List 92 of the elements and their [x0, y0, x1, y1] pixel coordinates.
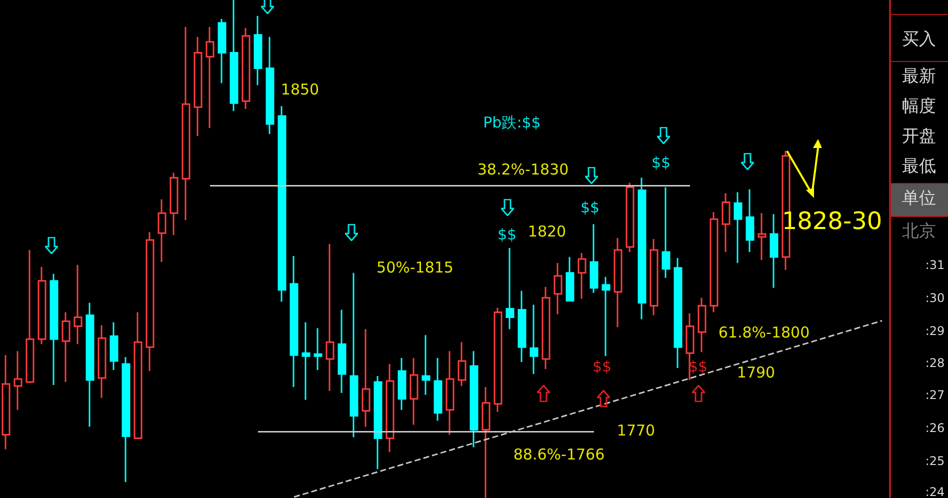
- annotation: 1790: [736, 364, 776, 382]
- text: 幅度: [902, 96, 936, 116]
- candlestick: [278, 105, 286, 303]
- candlestick: [602, 276, 610, 357]
- candlestick: [530, 304, 538, 375]
- candlestick: [734, 191, 742, 264]
- candlestick: [446, 350, 454, 436]
- candlestick: [14, 350, 22, 411]
- candlestick: [62, 311, 70, 383]
- annotation: 88.6%-1766: [513, 446, 605, 464]
- annotation: $$: [497, 226, 517, 244]
- annotation: 1850: [280, 80, 320, 98]
- candlestick: [422, 334, 430, 396]
- candlestick: [26, 249, 34, 384]
- candlestick: [194, 36, 202, 137]
- candlestick: [290, 255, 298, 388]
- candlestick: [254, 15, 262, 86]
- candlestick: [146, 231, 154, 372]
- text: :27: [925, 388, 945, 402]
- annotation: $$: [651, 154, 671, 172]
- annotation: 50%-1815: [376, 258, 454, 276]
- candlestick: [614, 237, 622, 328]
- candlestick: [362, 328, 370, 428]
- candlestick: [302, 321, 310, 401]
- text: 最低: [902, 156, 936, 176]
- candlestick: [74, 264, 82, 345]
- candlestick: [158, 198, 166, 263]
- candlestick: [626, 182, 634, 253]
- text: 买入: [902, 30, 936, 50]
- candlestick: [542, 286, 550, 370]
- candlestick: [650, 238, 658, 316]
- candlestick: [710, 211, 718, 313]
- candlestick: [98, 324, 106, 399]
- candlestick: [758, 212, 766, 261]
- candlestick: [518, 290, 526, 363]
- candlestick: [338, 309, 346, 394]
- candlestick: [578, 252, 586, 300]
- candlestick: [458, 341, 466, 387]
- annotation: 1820: [528, 222, 566, 240]
- candlestick: [374, 375, 382, 470]
- candlestick: [410, 357, 418, 426]
- candlestick: [314, 327, 322, 371]
- candlestick: [182, 26, 190, 221]
- candlestick: [38, 266, 46, 345]
- candlestick: [470, 350, 478, 448]
- candlestick: [674, 257, 682, 369]
- candlestick: [386, 363, 394, 453]
- candlestick: [746, 188, 754, 253]
- annotation: 1770: [616, 422, 656, 440]
- candlestick: [326, 243, 334, 392]
- candlestick: [350, 272, 358, 438]
- candlestick: [170, 172, 178, 236]
- text: :28: [925, 356, 945, 370]
- candlestick: [242, 27, 250, 110]
- candlestick: [122, 356, 130, 483]
- candlestick: [506, 247, 514, 330]
- candlestick: [590, 223, 598, 294]
- candlestick: [134, 311, 142, 439]
- candlestick: [398, 357, 406, 411]
- candlestick: [110, 321, 118, 371]
- candlestick: [482, 386, 490, 498]
- text: :25: [925, 454, 945, 468]
- annotation: $$: [592, 358, 612, 376]
- text: 开盘: [902, 126, 936, 146]
- candlestick: [206, 26, 214, 129]
- candlestick: [770, 213, 778, 289]
- annotation: 38.2%-1830: [477, 160, 569, 178]
- candlestick: [434, 357, 442, 422]
- text: :29: [925, 324, 945, 338]
- candlestick: [218, 18, 226, 84]
- candlestick: [638, 177, 646, 320]
- candlestick: [494, 307, 502, 413]
- candlestick: [698, 297, 706, 353]
- candlestick: [86, 302, 94, 428]
- text: :30: [925, 291, 945, 305]
- candlestick: [2, 354, 10, 450]
- annotation: Pb跌:$$: [483, 114, 541, 132]
- text: 单位: [902, 188, 936, 208]
- text: 北京: [902, 222, 936, 242]
- candlestick: [554, 262, 562, 315]
- text: 最新: [902, 66, 936, 86]
- text: :26: [925, 421, 945, 435]
- candlestick: [662, 186, 670, 279]
- candlestick: [230, 0, 238, 112]
- text: :31: [925, 258, 945, 272]
- candlestick: [566, 256, 574, 302]
- text: :24: [925, 485, 945, 498]
- annotation: 61.8%-1800: [718, 324, 810, 342]
- candlestick: [722, 192, 730, 253]
- candlestick: [266, 36, 274, 135]
- annotation: $$: [580, 198, 600, 216]
- candlestick: [50, 273, 58, 386]
